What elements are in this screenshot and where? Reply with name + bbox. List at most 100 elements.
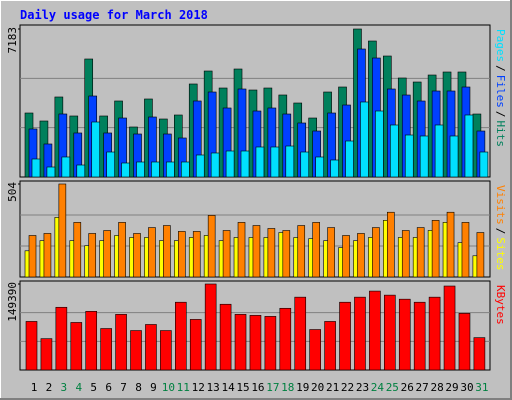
x-tick-label: 29 [445, 381, 458, 394]
x-tick-label: 2 [46, 381, 53, 394]
bar [264, 316, 277, 371]
bar [401, 230, 410, 278]
bar [360, 101, 369, 178]
bar [255, 146, 265, 178]
bar [192, 231, 201, 278]
bar [434, 124, 444, 178]
legend: Pages / Files / Hits [494, 29, 507, 147]
x-tick-label: 19 [296, 381, 309, 394]
x-tick-label: 10 [162, 381, 175, 394]
bar [31, 158, 41, 178]
x-tick-label: 17 [266, 381, 279, 394]
bar [312, 222, 320, 278]
x-tick-label: 9 [150, 381, 157, 394]
bar [40, 338, 53, 371]
bar [413, 301, 426, 371]
bar [354, 296, 366, 371]
bar [115, 314, 127, 371]
bar [76, 164, 86, 178]
x-tick-label: 27 [416, 381, 429, 394]
legend-entry: Sites [494, 237, 507, 270]
bar [237, 222, 246, 278]
bar [106, 151, 115, 178]
bar [148, 227, 156, 278]
x-tick-label: 14 [221, 381, 235, 394]
x-tick-label: 11 [177, 381, 190, 394]
x-tick-label: 13 [207, 381, 220, 394]
bar [222, 230, 231, 278]
legend-entry: Pages [494, 29, 507, 62]
legend-separator: / [494, 111, 507, 118]
bar [357, 233, 365, 278]
bar [234, 314, 247, 371]
bar [473, 337, 486, 371]
bar [387, 211, 395, 278]
x-tick-label: 1 [31, 381, 38, 394]
legend-separator: / [494, 228, 507, 235]
bar [225, 150, 235, 178]
x-tick-label: 26 [401, 381, 414, 394]
bar [315, 156, 324, 178]
x-tick-label: 8 [135, 381, 142, 394]
bar [43, 233, 52, 278]
y-tick-label: 504 [6, 182, 19, 202]
bar [100, 328, 112, 371]
bar [136, 161, 145, 178]
bar [249, 315, 262, 371]
x-tick-label: 7 [120, 381, 127, 394]
bar [210, 152, 220, 178]
bar [449, 135, 459, 178]
bar [178, 231, 186, 278]
legend-entry: Hits [494, 121, 507, 148]
x-tick-label: 5 [90, 381, 97, 394]
bar [324, 321, 336, 371]
x-tick-label: 24 [371, 381, 385, 394]
bar [342, 235, 350, 278]
bar [461, 222, 470, 278]
bar [369, 290, 381, 371]
bar [195, 154, 205, 178]
x-tick-label: 4 [75, 381, 82, 394]
bar [270, 146, 280, 178]
bar [207, 215, 216, 278]
x-tick-label: 31 [475, 381, 488, 394]
bar [130, 330, 142, 371]
bar [279, 307, 292, 371]
x-tick-label: 6 [105, 381, 112, 394]
bar [160, 330, 172, 371]
bar [428, 296, 441, 371]
x-tick-label: 25 [386, 381, 399, 394]
bar [384, 294, 396, 371]
x-tick-label: 21 [326, 381, 339, 394]
bar [297, 225, 306, 278]
chart-title: Daily usage for March 2018 [20, 8, 208, 22]
bar [133, 233, 141, 278]
bar [300, 151, 310, 178]
bar [28, 235, 37, 278]
bar [163, 225, 171, 278]
bar [151, 161, 160, 178]
x-tick-label: 15 [236, 381, 249, 394]
bar [118, 222, 126, 278]
bar [339, 301, 351, 371]
bar [327, 227, 335, 278]
bar [446, 211, 455, 278]
bar [46, 166, 56, 178]
bar [181, 161, 190, 178]
bar [416, 227, 425, 278]
bar [390, 124, 399, 178]
bar [219, 303, 232, 371]
bar [73, 222, 82, 278]
bar [189, 319, 202, 371]
bar [85, 311, 98, 371]
bar [145, 324, 157, 371]
bar [443, 285, 456, 371]
bar [404, 134, 414, 178]
legend-separator: / [494, 65, 507, 72]
bar [121, 162, 130, 178]
bar [88, 233, 97, 278]
legend: KBytes [494, 285, 507, 325]
x-tick-label: 22 [341, 381, 354, 394]
bar [294, 296, 307, 371]
